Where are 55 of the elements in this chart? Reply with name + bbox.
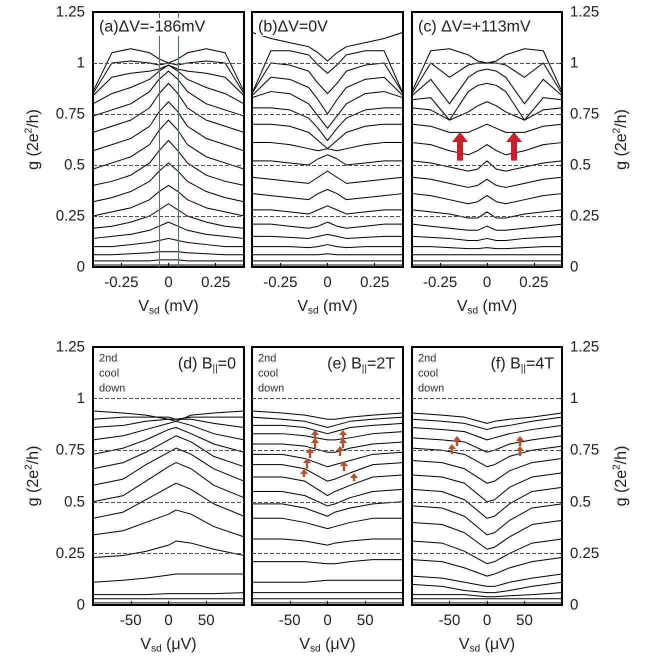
y-tick-label: 0	[76, 596, 85, 614]
y-tick-label: 0.25	[56, 544, 85, 562]
y2-tick-label: 0	[570, 258, 578, 276]
x-tick-label: 0.25	[201, 274, 230, 291]
y2-tick-label: 0.5	[570, 156, 591, 174]
x-tick-label: 0	[323, 274, 332, 291]
y2-tick-label: 0.25	[570, 544, 600, 562]
x-tick-label: -50	[278, 612, 301, 629]
y2-tick-label: 1	[570, 390, 578, 408]
chart-title: (a)ΔV=-186mV	[99, 18, 206, 36]
text: (e) B||=2T	[327, 356, 396, 374]
chart-title: (c) ΔV=+113mV	[418, 18, 531, 36]
x-tick-label: 0	[164, 274, 173, 291]
y2-tick-label: 1.25	[570, 4, 600, 20]
y-axis-title: g (2e2/h)	[24, 109, 42, 170]
y-tick-label: 1	[76, 54, 85, 72]
x-tick-label: 50	[516, 612, 533, 629]
y-tick-label: 0.75	[56, 442, 85, 459]
annotation: 2nd cool down	[258, 352, 284, 394]
y-tick-label: 1.25	[56, 4, 85, 20]
y-tick-label: 0	[76, 258, 85, 276]
x-tick-label: -0.25	[423, 274, 458, 291]
y2-tick-label: 0.75	[570, 106, 600, 122]
y-tick-label: 1.25	[56, 338, 85, 356]
y2-axis-title: g (2e2/h)	[612, 109, 630, 170]
y-tick-label: 0.25	[56, 208, 85, 224]
annotation: 2nd cool down	[99, 352, 126, 394]
chart-title: (b)ΔV=0V	[258, 18, 328, 36]
y-tick-label: 0.75	[56, 106, 85, 122]
x-tick-label: -0.25	[263, 274, 298, 291]
x-tick-label: 0.25	[519, 274, 548, 291]
x-tick-label: -0.25	[104, 274, 138, 291]
x-tick-label: 0	[482, 274, 492, 291]
x-tick-label: 0.25	[360, 274, 390, 291]
y-tick-label: 0.5	[64, 493, 85, 510]
y-tick-label: 1	[76, 390, 85, 408]
y2-tick-label: 0.75	[570, 442, 600, 459]
x-tick-label: -50	[120, 612, 142, 629]
x-tick-label: 0	[323, 612, 332, 629]
x-tick-label: 50	[198, 612, 215, 629]
y2-tick-label: 0	[570, 596, 578, 614]
y-axis-title: g (2e2/h)	[24, 446, 42, 506]
y-tick-label: 0.5	[64, 156, 85, 174]
y2-tick-label: 0.25	[570, 208, 600, 224]
x-tick-label: 0	[482, 612, 492, 629]
text: (f) B||=4T	[490, 356, 554, 374]
y2-tick-label: 1	[570, 54, 578, 72]
annotation: 2nd cool down	[418, 352, 444, 394]
x-tick-label: -50	[438, 612, 460, 629]
x-tick-label: 0	[164, 612, 173, 629]
y2-axis-title: g (2e2/h)	[612, 446, 630, 506]
text: (d) B||=0	[178, 356, 236, 374]
x-tick-label: 50	[356, 612, 374, 629]
y2-tick-label: 1.25	[570, 338, 600, 356]
y2-tick-label: 0.5	[570, 493, 591, 510]
